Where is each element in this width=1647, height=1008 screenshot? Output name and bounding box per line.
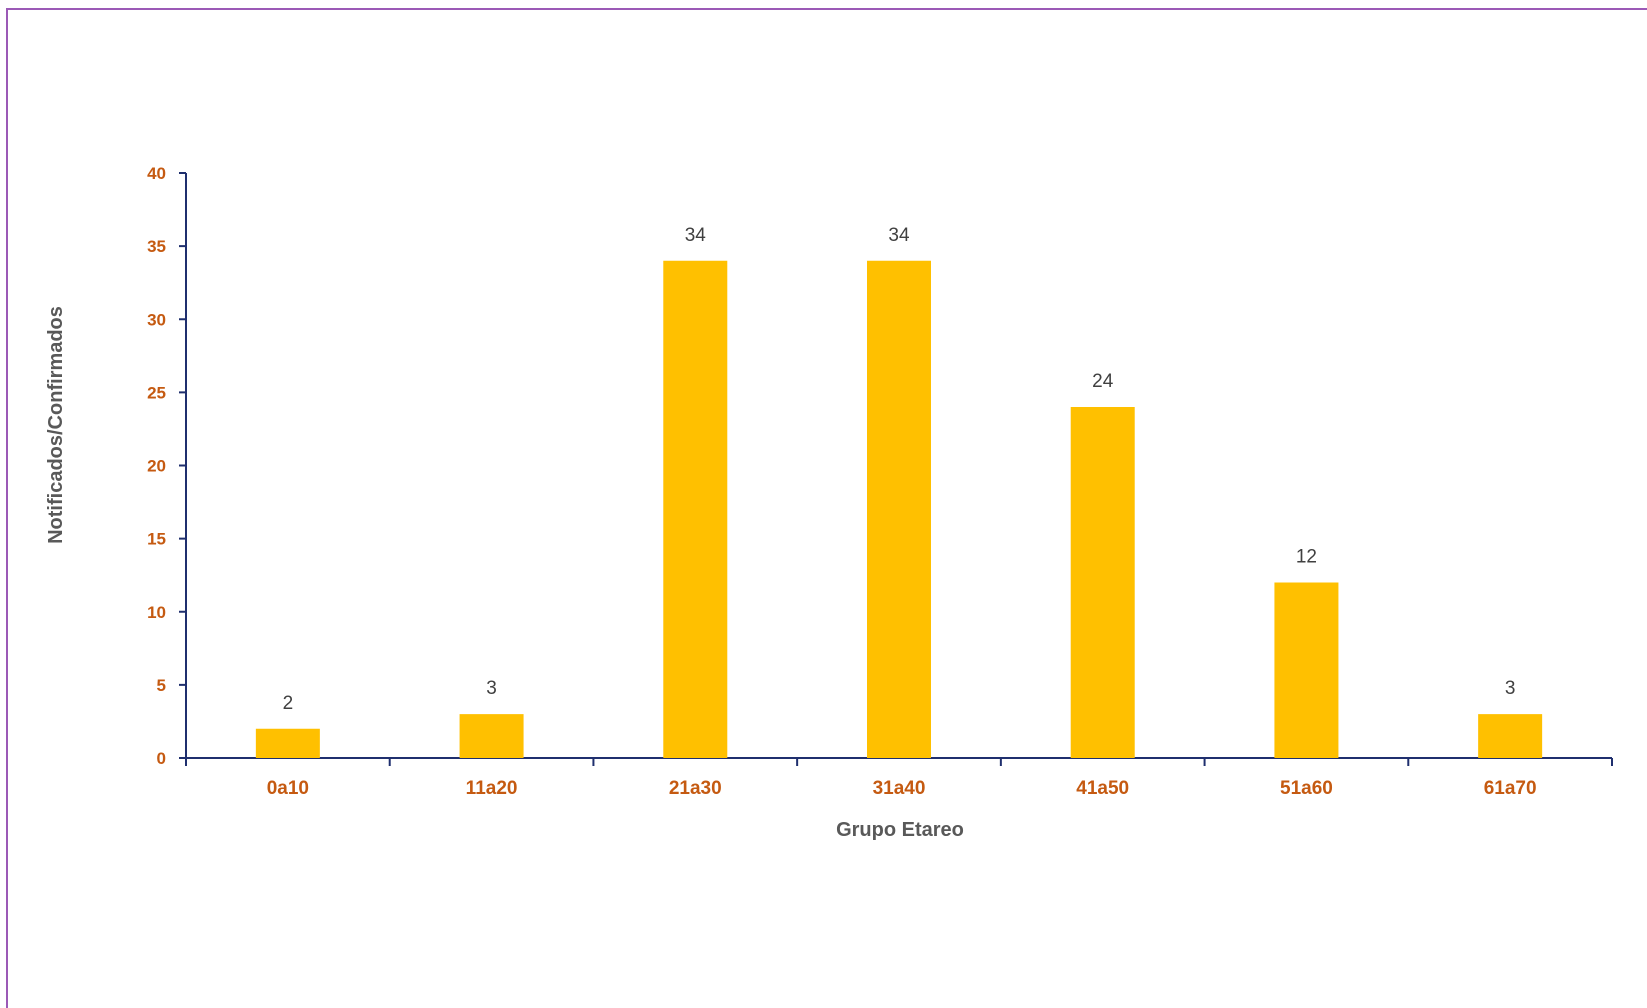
- bar: [459, 714, 524, 758]
- bar: [1070, 407, 1135, 758]
- bar: [663, 260, 728, 758]
- y-tick-label: 5: [157, 676, 166, 695]
- x-axis-title: Grupo Etareo: [836, 819, 964, 841]
- x-tick-label: 21a30: [669, 778, 722, 799]
- data-label: 34: [685, 225, 707, 246]
- bar-chart: 0 5 10 15 20 25 30 35 40 0a10 11a20 21a30 31a40 41a5…: [45, 164, 1613, 841]
- chart-frame: [6, 8, 1647, 1008]
- y-tick-label: 15: [147, 530, 166, 549]
- data-label: 12: [1296, 547, 1317, 568]
- data-label: 34: [888, 225, 910, 246]
- bar: [1478, 714, 1543, 758]
- y-tick-label: 0: [157, 749, 166, 768]
- bar: [255, 728, 320, 758]
- y-tick-label: 20: [147, 457, 166, 476]
- x-tick-label: 11a20: [466, 778, 518, 799]
- bar: [1274, 582, 1339, 758]
- x-tick-label: 61a70: [1484, 778, 1537, 799]
- data-label: 3: [486, 678, 497, 699]
- y-tick-label: 35: [147, 237, 166, 256]
- data-label: 24: [1092, 371, 1114, 392]
- x-tick-label: 31a40: [873, 778, 926, 799]
- bar: [867, 260, 931, 758]
- data-label: 2: [283, 693, 294, 714]
- y-axis-title: Notificados/Confirmados: [45, 306, 67, 544]
- x-tick-label: 0a10: [267, 778, 309, 799]
- bars: 2 3 34 34 24 12 3: [255, 225, 1543, 758]
- x-tick-label: 41a50: [1076, 778, 1129, 799]
- y-tick-label: 25: [147, 383, 166, 402]
- y-axis: 0 5 10 15 20 25 30 35 40: [147, 164, 187, 768]
- y-tick-label: 40: [147, 164, 166, 183]
- y-tick-label: 30: [147, 310, 166, 329]
- data-label: 3: [1505, 678, 1516, 699]
- x-axis: 0a10 11a20 21a30 31a40 41a50 51a60 61a70: [185, 757, 1613, 799]
- x-tick-label: 51a60: [1280, 778, 1333, 799]
- y-tick-label: 10: [147, 603, 166, 622]
